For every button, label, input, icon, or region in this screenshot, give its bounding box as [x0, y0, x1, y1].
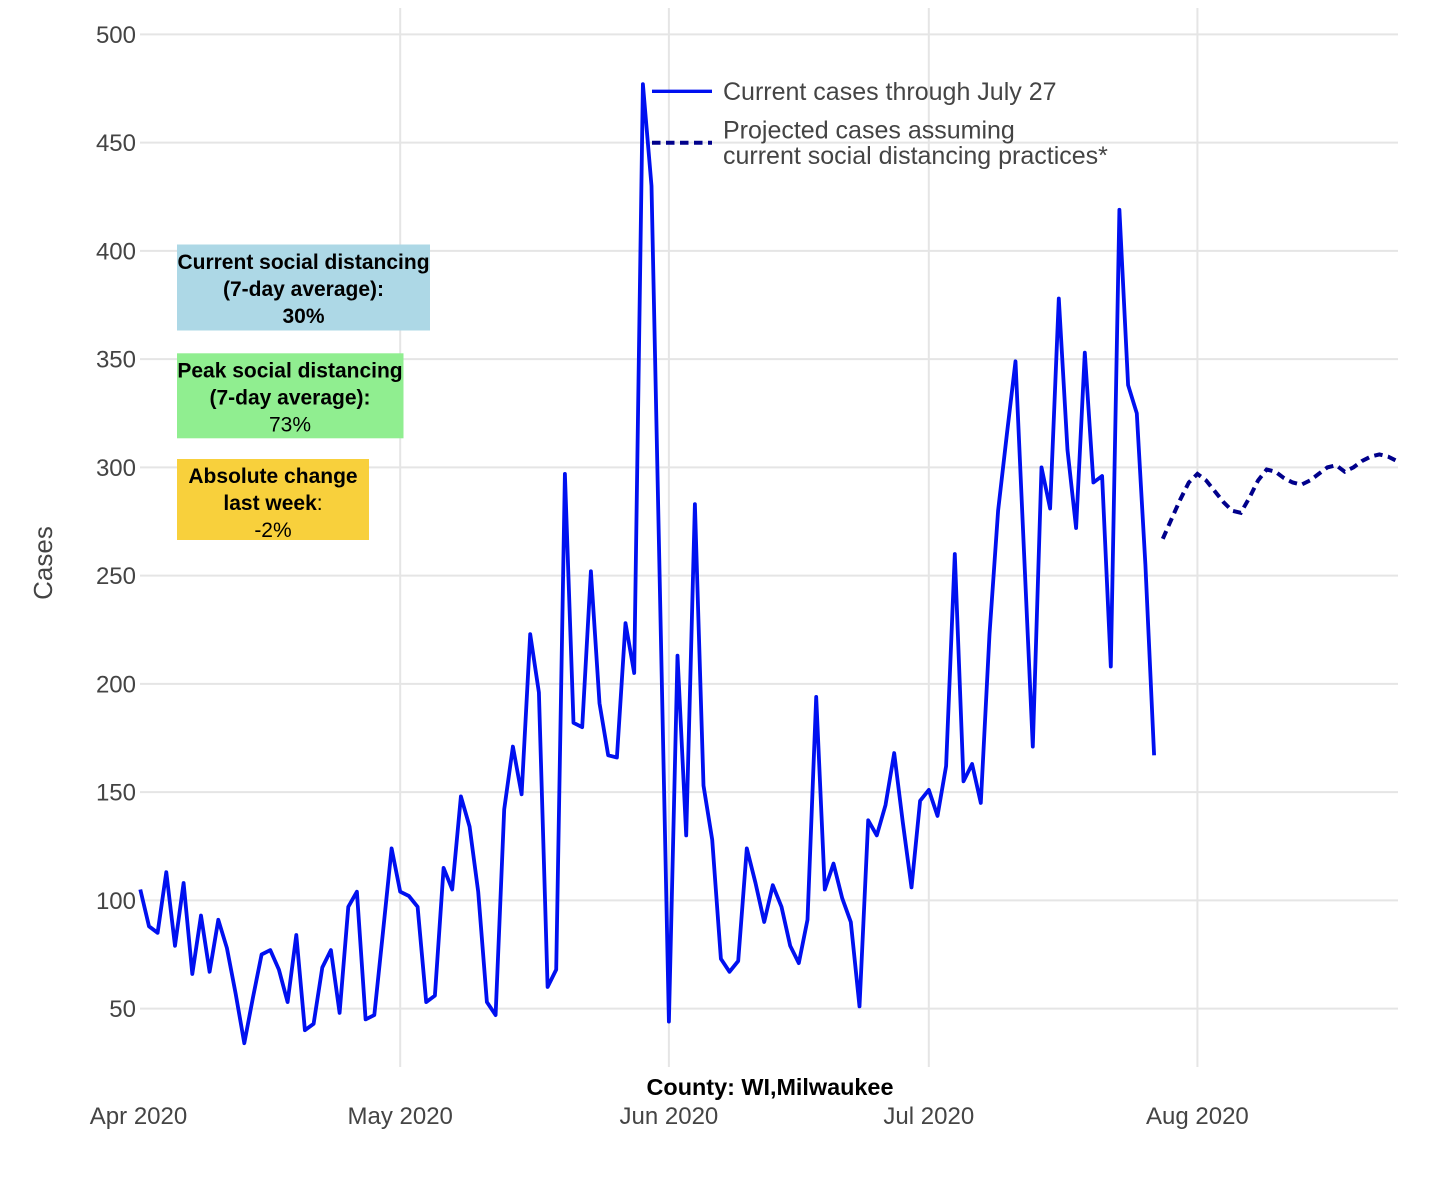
svg-text:last week:: last week: [223, 492, 322, 515]
svg-text:250: 250 [96, 563, 136, 590]
svg-text:-2%: -2% [254, 519, 291, 542]
svg-text:500: 500 [96, 22, 136, 49]
svg-text:current social distancing prac: current social distancing practices* [723, 142, 1108, 170]
svg-text:Jun 2020: Jun 2020 [620, 1103, 719, 1130]
svg-text:Jul 2020: Jul 2020 [883, 1103, 974, 1130]
svg-text:200: 200 [96, 671, 136, 698]
svg-text:(7-day average):: (7-day average): [223, 278, 384, 301]
svg-text:County: WI,Milwaukee: County: WI,Milwaukee [647, 1074, 894, 1100]
svg-text:(7-day average):: (7-day average): [209, 387, 370, 410]
svg-text:400: 400 [96, 238, 136, 265]
svg-text:May 2020: May 2020 [347, 1103, 452, 1130]
svg-text:73%: 73% [269, 414, 311, 437]
svg-text:Current cases through July 27: Current cases through July 27 [723, 78, 1057, 106]
svg-text:450: 450 [96, 130, 136, 157]
svg-text:Projected cases assuming: Projected cases assuming [723, 117, 1015, 145]
svg-text:Aug 2020: Aug 2020 [1146, 1103, 1249, 1130]
svg-text:300: 300 [96, 455, 136, 482]
svg-text:Absolute change: Absolute change [188, 465, 357, 488]
svg-text:Apr 2020: Apr 2020 [90, 1103, 187, 1130]
svg-text:50: 50 [109, 996, 136, 1023]
svg-text:Cases: Cases [28, 526, 58, 600]
svg-text:Current social distancing: Current social distancing [177, 251, 429, 274]
svg-text:Peak social distancing: Peak social distancing [177, 360, 402, 383]
svg-text:100: 100 [96, 888, 136, 915]
svg-text:350: 350 [96, 347, 136, 374]
svg-text:30%: 30% [282, 305, 324, 328]
svg-text:150: 150 [96, 780, 136, 807]
